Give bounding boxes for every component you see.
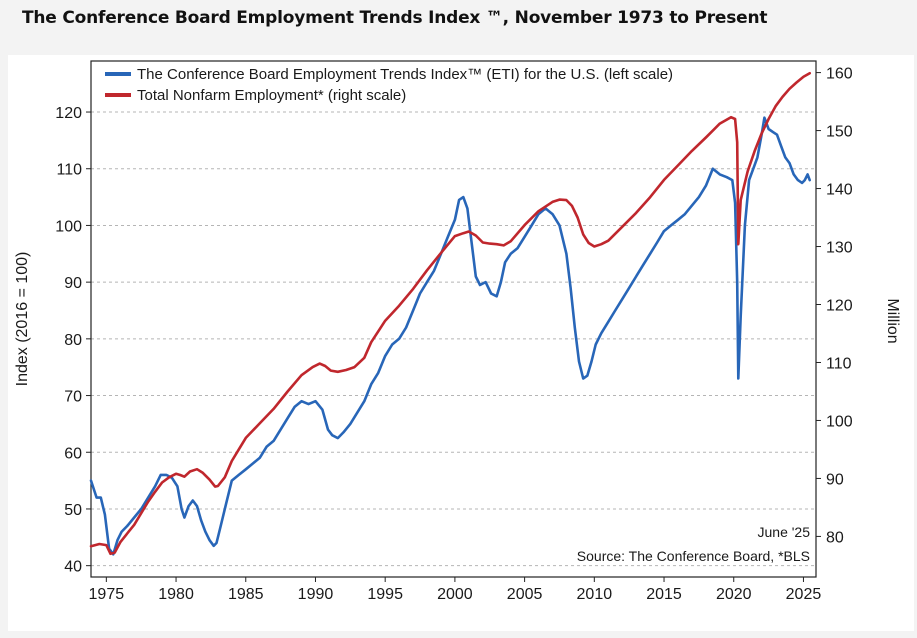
y-tick-label: 120 [55,105,82,122]
x-tick-label: 2015 [646,586,682,603]
plot-frame [90,60,817,578]
y-tick-label: 70 [64,389,82,406]
y2-axis-label: Million [884,298,901,343]
x-tick-label: 2025 [786,586,822,603]
y-tick-label: 80 [64,332,82,349]
x-tick-label: 1980 [158,586,194,603]
chart-panel: 40 50 60 70 80 90 100 110 120 80 90 100 110 120 130 140… [8,55,914,631]
x-tick-label: 2005 [507,586,543,603]
date-note: June '25 [758,524,811,540]
x-tick-label: 2020 [716,586,752,603]
source-note: Source: The Conference Board, *BLS [577,548,810,564]
y2-tick-label: 90 [826,471,844,488]
y-tick-label: 90 [64,275,82,292]
page-title: The Conference Board Employment Trends I… [22,8,768,28]
x-tick-label: 1990 [298,586,334,603]
y2-tick-label: 110 [826,355,852,372]
y-tick-label: 110 [56,162,82,179]
x-tick-label: 1975 [89,586,125,603]
employment-trends-chart: 40 50 60 70 80 90 100 110 120 80 90 100 110 120 130 140… [14,60,901,603]
y-tick-label: 100 [55,218,82,235]
y2-tick-label: 150 [826,124,853,141]
y2-tick-label: 140 [826,182,853,199]
eti-series-line [89,116,812,556]
y2-tick-label: 100 [826,413,853,430]
y2-tick-label: 120 [826,298,853,315]
legend-label-nonfarm: Total Nonfarm Employment* (right scale) [137,87,406,104]
x-tick-label: 2000 [437,586,473,603]
x-tick-label: 2010 [577,586,613,603]
nonfarm-series-line [89,71,812,556]
y2-tick-label: 160 [826,66,853,83]
legend-label-eti: The Conference Board Employment Trends I… [137,66,673,83]
y-tick-label: 60 [64,445,82,462]
y2-tick-label: 80 [826,529,844,546]
y-tick-label: 40 [64,559,82,576]
y-tick-label: 50 [64,502,82,519]
x-tick-label: 1985 [228,586,264,603]
x-tick-label: 1995 [367,586,403,603]
y2-tick-label: 130 [826,240,853,257]
y-axis-label: Index (2016 = 100) [14,252,31,387]
